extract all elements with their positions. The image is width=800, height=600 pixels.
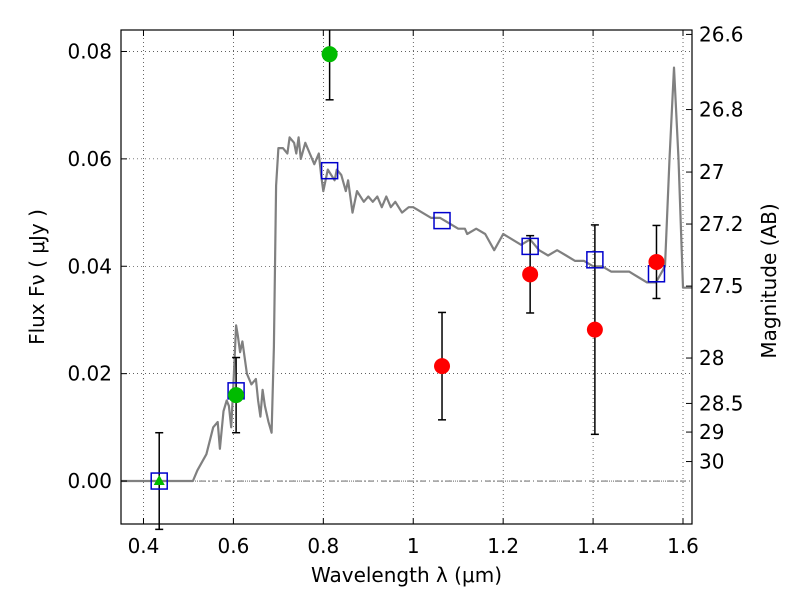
- model-flux-markers: [150, 161, 666, 490]
- plot-frame: [120, 29, 693, 525]
- photometry-point: [228, 387, 245, 404]
- magnitude-axis-title: Magnitude (AB): [757, 203, 781, 358]
- model-flux-square: [320, 161, 339, 180]
- photometry-point: [321, 46, 338, 63]
- upper-limit-triangle: [153, 475, 165, 486]
- x-tick-label: 1.2: [487, 534, 519, 558]
- model-flux-square: [586, 251, 604, 269]
- magnitude-tick-label: 30: [699, 450, 724, 474]
- x-tick-label: 0.8: [307, 534, 339, 558]
- x-tick-label: 0.4: [128, 534, 160, 558]
- y-tick-label: 0.04: [67, 254, 112, 278]
- y-axis-ticks: 0.00 0.02 0.04 0.06 0.08: [67, 39, 127, 493]
- error-bars: [155, 30, 661, 531]
- magnitude-tick-label: 27: [699, 160, 724, 184]
- model-spectrum-layer: [121, 66, 692, 483]
- x-tick-label: 1.6: [667, 534, 699, 558]
- photometry-markers: [153, 46, 665, 486]
- magnitude-tick-label: 28.5: [699, 391, 744, 415]
- y-tick-label: 0.00: [67, 469, 112, 493]
- x-axis-ticks: 0.4 0.6 0.8 1 1.2 1.4 1.6: [128, 30, 699, 558]
- photometry-point: [648, 253, 665, 270]
- magnitude-tick-label: 29: [699, 420, 724, 444]
- y-axis-title: Flux Fν ( μJy ): [25, 209, 49, 345]
- x-tick-label: 0.6: [217, 534, 249, 558]
- magnitude-tick-label: 28: [699, 346, 724, 370]
- magnitude-axis-ticks: 26.6 26.8 27 27.2 27.5 28 28.5 29 30: [686, 22, 744, 474]
- x-tick-label: 1.4: [577, 534, 609, 558]
- y-tick-label: 0.02: [67, 362, 112, 386]
- magnitude-tick-label: 26.8: [699, 98, 744, 122]
- model-flux-square: [433, 211, 451, 230]
- photometry-point: [522, 266, 539, 283]
- photometry-point: [434, 358, 451, 375]
- y-tick-label: 0.06: [67, 147, 112, 171]
- photometry-point: [586, 321, 603, 338]
- model-flux-square: [150, 472, 168, 490]
- x-axis-title: Wavelength λ (μm): [311, 563, 502, 587]
- magnitude-tick-label: 27.5: [699, 274, 744, 298]
- model-spectrum-line: [121, 66, 692, 483]
- magnitude-tick-label: 27.2: [699, 212, 744, 236]
- y-tick-label: 0.08: [67, 39, 112, 63]
- magnitude-tick-label: 26.6: [699, 22, 744, 46]
- model-flux-square: [521, 237, 539, 256]
- x-tick-label: 1: [407, 534, 420, 558]
